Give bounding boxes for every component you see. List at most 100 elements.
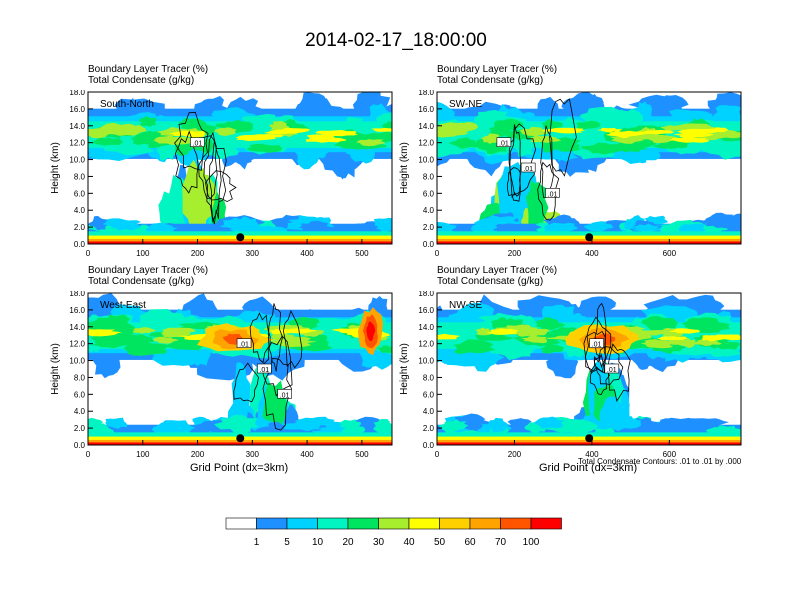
y-tick-label: 2.0 (423, 223, 435, 232)
y-axis-title: Height (km) (399, 343, 410, 395)
x-tick-label: 400 (300, 450, 314, 459)
y-axis-title: Height (km) (50, 343, 61, 395)
y-tick-label: 14.0 (69, 122, 85, 131)
station-marker (585, 233, 594, 242)
colorbar-label: 20 (342, 537, 354, 548)
subtitle-tracer: Boundary Layer Tracer (%) (437, 64, 558, 75)
y-tick-label: 0.0 (74, 240, 86, 249)
colorbar-label: 30 (373, 537, 385, 548)
y-axis-title: Height (km) (50, 142, 61, 194)
y-tick-label: 6.0 (74, 189, 86, 198)
y-tick-label: 14.0 (69, 323, 85, 332)
colorbar-label: 70 (495, 537, 507, 548)
y-tick-label: 10.0 (69, 357, 85, 366)
colorbar-label: 100 (523, 537, 540, 548)
y-tick-label: 0.0 (423, 240, 435, 249)
x-tick-label: 500 (355, 450, 369, 459)
colorbar: 1 5 10 20 30 40 50 60 70 100 (225, 517, 562, 548)
contour-label: .01 (193, 141, 203, 148)
y-tick-label: 18.0 (418, 90, 434, 97)
y-tick-label: 12.0 (418, 340, 434, 349)
y-axis-title: Height (km) (399, 142, 410, 194)
x-tick-label: 0 (435, 249, 440, 258)
plot-frame (87, 292, 393, 446)
station-marker (236, 233, 245, 242)
y-tick-label: 16.0 (69, 306, 85, 315)
plot-svg: .01 .01 .01 West-East 0 100 200 300 400 500 0.0 2.0… (50, 291, 393, 459)
contour-label-box (257, 363, 272, 374)
x-tick-label: 500 (355, 249, 369, 258)
condensate-contours (233, 303, 303, 431)
colorbar-swatch (317, 517, 349, 530)
subtitle-condensate: Total Condensate (g/kg) (437, 75, 544, 86)
plot-svg: .01 .01 NW-SE 0 200 400 600 0.0 2.0 4.0 6.0 8.0 10.0… (399, 291, 742, 459)
y-tick-label: 18.0 (418, 291, 434, 298)
colorbar-swatch (225, 517, 257, 530)
plot-svg: .01 .01 .01 SW-NE 0 200 400 600 0.0 2.0 4.0 6.0 8.0 1… (399, 90, 742, 258)
x-tick-label: 100 (136, 249, 150, 258)
contour-label: .01 (607, 367, 617, 374)
y-tick-label: 8.0 (74, 373, 86, 382)
tracer-field: .01 (88, 92, 392, 244)
contour-label: .01 (239, 342, 249, 349)
colorbar-label: 40 (403, 537, 415, 548)
x-tick-label: 100 (136, 450, 150, 459)
section-name: West-East (100, 300, 146, 311)
y-tick-label: 18.0 (69, 291, 85, 298)
colorbar-swatch (347, 517, 379, 530)
colorbar-label: 5 (284, 537, 290, 548)
y-tick-label: 10.0 (69, 156, 85, 165)
x-tick-label: 0 (86, 249, 91, 258)
subtitle-tracer: Boundary Layer Tracer (%) (88, 265, 209, 276)
section-name: NW-SE (449, 300, 482, 311)
subtitle-tracer: Boundary Layer Tracer (%) (88, 64, 209, 75)
contour-label: .01 (548, 191, 558, 198)
colorbar-swatch (439, 517, 471, 530)
contour-label-box (589, 338, 604, 348)
subtitle-condensate: Total Condensate (g/kg) (88, 75, 195, 86)
tracer-field: .01 .01 .01 (88, 293, 392, 445)
x-tick-label: 400 (585, 249, 599, 258)
colorbar-label: 60 (464, 537, 476, 548)
contour-label: .01 (499, 141, 509, 148)
plot-frame (436, 292, 742, 446)
colorbar-label: 50 (434, 537, 446, 548)
colorbar-label: 1 (254, 537, 260, 548)
contour-label-box (496, 137, 512, 147)
y-tick-label: 0.0 (423, 441, 435, 450)
x-tick-label: 0 (435, 450, 440, 459)
y-tick-label: 2.0 (423, 424, 435, 433)
y-tick-label: 16.0 (69, 105, 85, 114)
section-name: SW-NE (449, 99, 482, 110)
x-tick-label: 600 (663, 249, 677, 258)
y-tick-label: 8.0 (74, 172, 86, 181)
y-tick-label: 12.0 (418, 139, 434, 148)
y-tick-label: 2.0 (74, 424, 86, 433)
station-marker (585, 434, 594, 443)
contour-label: .01 (592, 342, 602, 349)
y-tick-label: 8.0 (423, 373, 435, 382)
y-tick-label: 2.0 (74, 223, 86, 232)
y-tick-label: 4.0 (74, 407, 86, 416)
y-tick-label: 6.0 (423, 189, 435, 198)
tracer-field: .01 .01 (437, 293, 741, 445)
x-axis-title: Grid Point (dx=3km) (190, 462, 289, 474)
y-tick-label: 16.0 (418, 105, 434, 114)
contour-label-box (277, 389, 292, 399)
x-tick-label: 0 (86, 450, 91, 459)
plot-svg: .01 South-North 0 100 200 300 400 500 0.0 2.0 4.0 6… (50, 90, 393, 258)
y-tick-label: 0.0 (74, 441, 86, 450)
x-axis-title: Grid Point (dx=3km) (539, 462, 638, 474)
subtitle-condensate: Total Condensate (g/kg) (437, 276, 544, 287)
y-tick-label: 10.0 (418, 357, 434, 366)
main-title: 2014-02-17_18:00:00 (305, 30, 487, 51)
contour-label-box (190, 137, 205, 147)
y-tick-label: 16.0 (418, 306, 434, 315)
x-tick-label: 200 (191, 249, 205, 258)
y-tick-label: 12.0 (69, 139, 85, 148)
y-tick-label: 14.0 (418, 122, 434, 131)
colorbar-swatch (469, 517, 501, 530)
y-tick-label: 4.0 (423, 206, 435, 215)
tracer-field: .01 .01 .01 (437, 92, 741, 244)
plot-frame (436, 91, 742, 245)
